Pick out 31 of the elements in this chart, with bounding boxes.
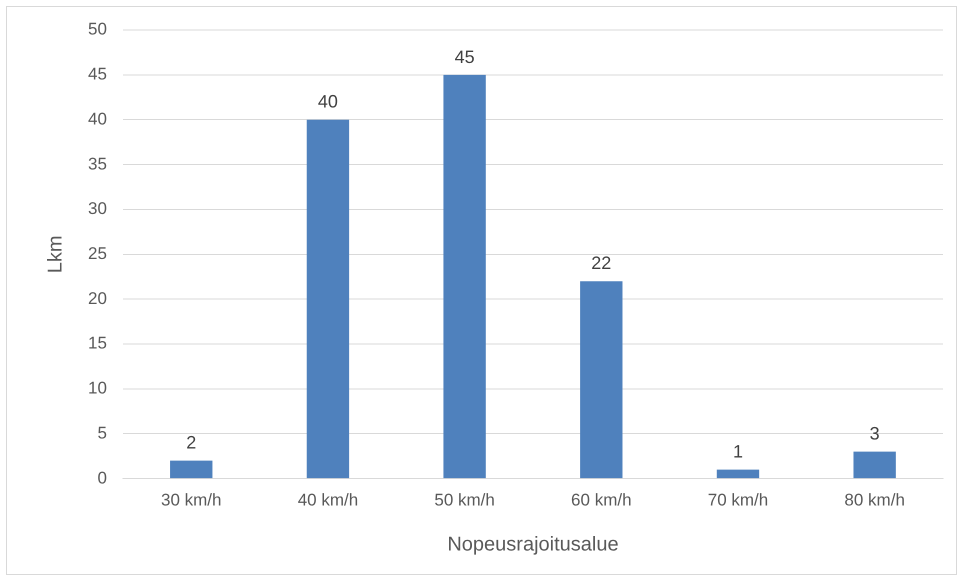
y-tick-label: 40: [88, 109, 107, 128]
data-label: 1: [732, 442, 743, 462]
y-tick-label: 30: [88, 199, 107, 218]
y-tick-label: 35: [88, 154, 107, 174]
bar: [716, 470, 760, 478]
x-tick-label: 40 km/h: [298, 490, 358, 510]
x-tick-label: 50 km/h: [434, 490, 495, 510]
y-tick-label: 50: [88, 20, 107, 39]
x-axis-title: Nopeusrajoitusalue: [447, 534, 619, 556]
y-tick-label: 15: [88, 334, 107, 353]
data-label: 22: [591, 253, 612, 274]
x-tick-label: 70 km/h: [708, 490, 768, 510]
y-tick-label: 10: [88, 378, 107, 398]
bar: [853, 452, 896, 478]
bar: [170, 460, 212, 478]
data-label: 2: [186, 432, 196, 453]
y-tick-label: 20: [88, 288, 107, 308]
data-label: 40: [318, 92, 338, 112]
y-tick-label: 0: [97, 468, 107, 488]
data-label: 3: [870, 424, 880, 444]
x-tick-label: 60 km/h: [571, 490, 632, 510]
data-label: 45: [454, 46, 475, 67]
bar: [580, 281, 622, 478]
y-tick-label: 45: [88, 64, 107, 84]
bar: [443, 74, 486, 478]
y-tick-label: 25: [88, 244, 107, 263]
bar: [306, 120, 350, 478]
x-tick-label: 80 km/h: [844, 490, 905, 510]
y-axis-title: Lkm: [44, 235, 67, 274]
y-tick-label: 5: [97, 423, 107, 442]
x-tick-label: 30 km/h: [161, 490, 222, 510]
